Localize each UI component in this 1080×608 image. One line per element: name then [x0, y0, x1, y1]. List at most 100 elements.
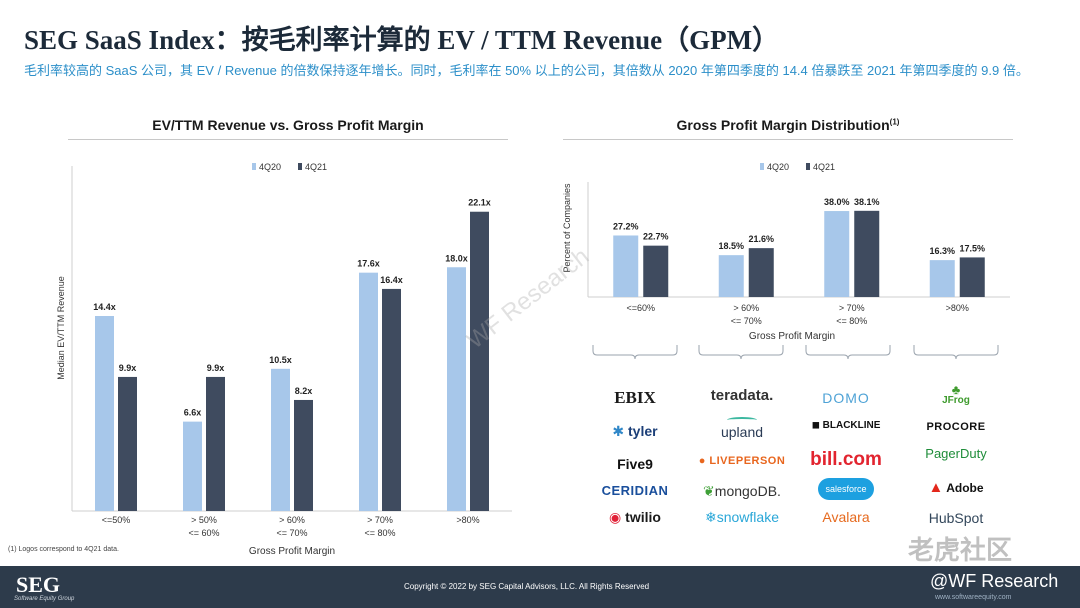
logo-twilio: ◉ twilio — [595, 509, 675, 526]
right-data-label-4q20-0: 27.2% — [613, 221, 639, 231]
bracket-col2 — [698, 345, 784, 359]
right-tick-label-3-0: >80% — [946, 303, 969, 313]
logo-jfrog-text: JFrog — [942, 395, 970, 406]
left-data-label-4q21-2: 8.2x — [295, 386, 313, 396]
jfrog-frog-icon: ♣ — [951, 382, 961, 397]
logo-pagerduty: PagerDuty — [925, 446, 987, 461]
right-x-axis-label: Gross Profit Margin — [749, 331, 835, 342]
right-chart-title-text: Gross Profit Margin Distribution — [676, 117, 890, 133]
right-bar-4q20-3 — [929, 260, 955, 297]
left-bar-4q20-4 — [447, 267, 466, 511]
left-data-label-4q20-2: 10.5x — [269, 355, 292, 365]
right-bar-4q21-0 — [643, 245, 669, 297]
left-tick-label-0-0: <=50% — [102, 515, 131, 525]
logo-liveperson-text: LIVEPERSON — [709, 455, 786, 467]
left-bar-4q20-1 — [183, 421, 202, 511]
logo-billcom: bill.com — [810, 449, 882, 470]
page-title: SEG SaaS Index：按毛利率计算的 EV / TTM Revenue（… — [24, 25, 780, 55]
right-tick-label-1-1: <= 70% — [731, 316, 762, 326]
footer-bar — [0, 566, 1080, 608]
right-bar-4q20-1 — [718, 255, 744, 297]
logo-liveperson: ● LIVEPERSON — [690, 455, 794, 467]
left-title-rule — [68, 139, 508, 140]
bracket-col3 — [805, 345, 891, 359]
logo-adobe-text: Adobe — [946, 481, 984, 495]
website-link[interactable]: www.softwareequity.com — [935, 594, 1012, 601]
logo-upland: upland — [700, 417, 784, 440]
left-tick-label-2-0: > 60% — [279, 515, 305, 525]
right-bar-4q21-1 — [748, 248, 774, 297]
left-data-label-4q21-3: 16.4x — [380, 275, 403, 285]
right-bar-4q21-2 — [854, 210, 880, 297]
page-subtitle: 毛利率较高的 SaaS 公司，其 EV / Revenue 的倍数保持逐年增长。… — [24, 63, 1029, 78]
logo-ebix: EBIX — [614, 388, 656, 407]
left-y-axis-label: Median EV/TTM Revenue — [56, 276, 66, 380]
wf-research-handle: @WF Research — [930, 571, 1059, 591]
gpm-distribution-chart: 4Q20 4Q21 27.2% 22.7% <=60% 18.5% 21.6% > 60% <=… — [562, 162, 1010, 342]
left-legend-label-4q20: 4Q20 — [259, 162, 281, 172]
right-legend-swatch-4q20 — [760, 163, 764, 170]
right-data-label-4q20-2: 38.0% — [824, 197, 850, 207]
right-title-rule — [563, 139, 1013, 140]
left-tick-label-4-0: >80% — [456, 515, 479, 525]
left-data-label-4q20-4: 18.0x — [445, 253, 468, 263]
ev-revenue-chart: 4Q20 4Q21 14.4x 9.9x <=50% 6.6x 9.9x > 50% <= 60… — [56, 162, 512, 557]
left-data-label-4q21-0: 9.9x — [119, 363, 137, 373]
right-bar-4q21-3 — [959, 257, 985, 297]
left-bar-4q21-2 — [294, 399, 313, 511]
copyright-text: Copyright © 2022 by SEG Capital Advisors… — [404, 582, 650, 591]
right-legend-label-4q21: 4Q21 — [813, 162, 835, 172]
blackline-mark-icon: ◼ — [811, 420, 820, 431]
right-y-axis-label: Percent of Companies — [562, 183, 572, 273]
logo-ceridian: CERIDIAN — [601, 483, 669, 498]
left-chart-title: EV/TTM Revenue vs. Gross Profit Margin — [152, 117, 424, 133]
left-tick-label-3-1: <= 80% — [364, 528, 395, 538]
logo-avalara: Avalara — [822, 509, 870, 525]
right-tick-label-0-0: <=60% — [626, 303, 655, 313]
left-bar-4q20-3 — [359, 272, 378, 511]
seg-logo: SEG — [16, 572, 61, 597]
right-data-label-4q21-3: 17.5% — [959, 243, 985, 253]
left-data-label-4q21-4: 22.1x — [468, 198, 491, 208]
corner-watermark: 老虎社区 — [908, 535, 1013, 565]
right-tick-label-2-0: > 70% — [839, 303, 865, 313]
left-legend-label-4q21: 4Q21 — [305, 162, 327, 172]
logo-snowflake: ❄snowflake — [690, 509, 794, 526]
right-bar-4q20-0 — [613, 235, 639, 297]
right-chart-title: Gross Profit Margin Distribution(1) — [563, 117, 1013, 133]
right-tick-label-2-1: <= 80% — [836, 316, 867, 326]
left-bar-4q21-4 — [470, 211, 489, 511]
left-bar-4q20-0 — [95, 316, 114, 511]
logo-five9: Five9 — [617, 456, 653, 472]
left-data-label-4q20-1: 6.6x — [184, 408, 202, 418]
left-data-label-4q20-3: 17.6x — [357, 259, 380, 269]
left-data-label-4q21-1: 9.9x — [207, 363, 225, 373]
right-bar-4q20-2 — [824, 211, 850, 297]
bracket-col1 — [592, 345, 678, 359]
left-data-label-4q20-0: 14.4x — [93, 302, 116, 312]
logo-tyler-text: tyler — [628, 423, 658, 439]
logo-mongodb: ❦mongoDB. — [700, 483, 784, 500]
liveperson-mark-icon: ● — [698, 455, 706, 467]
right-data-label-4q20-3: 16.3% — [929, 246, 955, 256]
mongodb-leaf-icon: ❦ — [703, 483, 715, 499]
logo-teradata: teradata. — [710, 387, 774, 404]
left-legend-swatch-4q21 — [298, 163, 302, 170]
logo-mongodb-text: mongoDB. — [714, 483, 781, 499]
logo-tyler: ✱ tyler — [595, 423, 675, 440]
left-tick-label-3-0: > 70% — [367, 515, 393, 525]
left-legend-swatch-4q20 — [252, 163, 256, 170]
left-bar-4q21-0 — [118, 376, 137, 511]
logo-adobe: ▲ Adobe — [916, 479, 996, 496]
snowflake-mark-icon: ❄ — [705, 509, 717, 525]
right-data-label-4q21-0: 22.7% — [643, 232, 669, 242]
right-data-label-4q21-1: 21.6% — [748, 234, 774, 244]
seg-logo-subtitle: Software Equity Group — [14, 596, 75, 602]
logo-procore: PROCORE — [926, 421, 986, 433]
right-legend-label-4q20: 4Q20 — [767, 162, 789, 172]
upland-arc-icon — [727, 417, 757, 423]
footnote: (1) Logos correspond to 4Q21 data. — [8, 546, 119, 553]
logo-hubspot: HubSpot — [928, 510, 984, 526]
logo-twilio-text: twilio — [625, 509, 661, 525]
logo-blackline-text: BLACKLINE — [822, 420, 881, 431]
